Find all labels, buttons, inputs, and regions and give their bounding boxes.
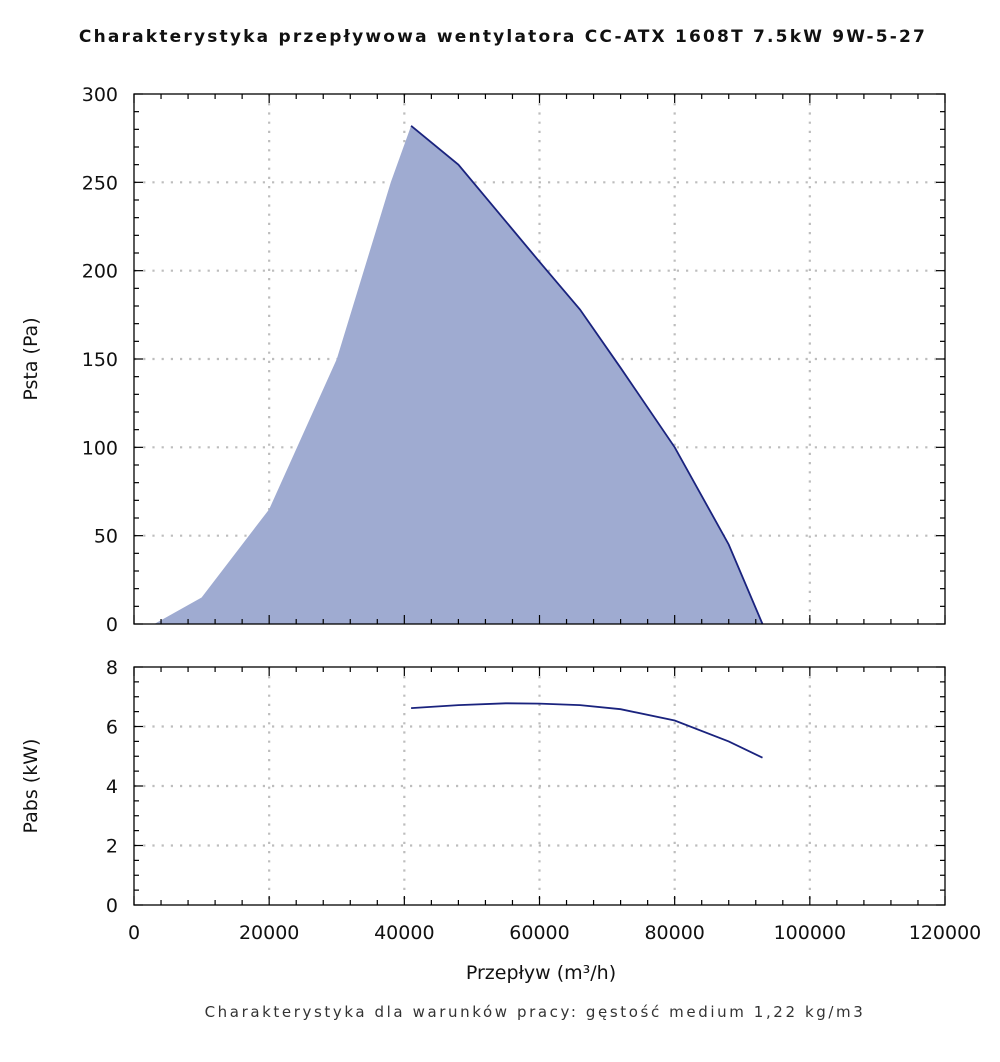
- power-xtick-label-4: 80000: [644, 922, 704, 944]
- pressure-ytick-label-6: 300: [82, 84, 118, 106]
- pressure-ytick-label-4: 200: [82, 261, 118, 283]
- footer-note: Charakterystyka dla warunków pracy: gęst…: [205, 1003, 866, 1021]
- y-axis-label-pressure: Psta (Pa): [20, 317, 42, 400]
- pressure-ytick-label-5: 250: [82, 172, 118, 194]
- power-ytick-label-1: 2: [106, 836, 118, 858]
- pressure-area-fill: [154, 125, 763, 625]
- power-ytick-label-2: 4: [106, 776, 118, 798]
- power-xtick-label-2: 40000: [374, 922, 434, 944]
- chart-title: Charakterystyka przepływowa wentylatora …: [79, 27, 927, 47]
- power-ytick-label-3: 6: [106, 717, 118, 739]
- power-xtick-label-3: 60000: [509, 922, 569, 944]
- pressure-ytick-label-0: 0: [106, 614, 118, 636]
- power-xtick-label-6: 120000: [909, 922, 982, 944]
- power-xtick-label-5: 100000: [774, 922, 847, 944]
- pressure-ytick-label-2: 100: [82, 437, 118, 459]
- pressure-curve: [410, 125, 764, 625]
- power-xtick-label-1: 20000: [239, 922, 299, 944]
- pressure-ytick-label-1: 50: [94, 526, 118, 548]
- power-curve: [411, 702, 763, 759]
- power-xtick-label-0: 0: [128, 922, 140, 944]
- power-panel: 0 2 4 6 8 0 20000 40000 60000 80000 100000 120000: [106, 657, 981, 944]
- pressure-panel: 0 50 100 150 200 250 300: [82, 84, 946, 636]
- y-axis-label-power: Pabs (kW): [20, 739, 42, 834]
- power-ytick-label-4: 8: [106, 657, 118, 679]
- pressure-ytick-label-3: 150: [82, 349, 118, 371]
- x-axis-label: Przepływ (m³/h): [466, 962, 616, 984]
- power-ytick-label-0: 0: [106, 895, 118, 917]
